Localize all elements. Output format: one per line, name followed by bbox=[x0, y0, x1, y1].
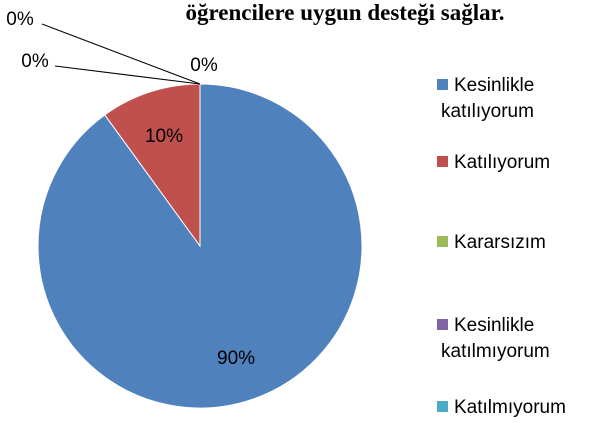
legend-label: Kesinlikle katılmıyorum bbox=[441, 315, 550, 362]
legend-swatch bbox=[437, 236, 448, 247]
legend-swatch bbox=[437, 319, 448, 330]
legend-label: Kesinlikle katılıyorum bbox=[441, 75, 540, 122]
legend-label: Katılmıyorum bbox=[454, 397, 566, 418]
data-label: 10% bbox=[145, 126, 183, 147]
data-label: 0% bbox=[6, 9, 34, 30]
data-label: 90% bbox=[217, 348, 255, 369]
pie-slice bbox=[104, 83, 201, 248]
chart-title: öğrencilere uygun desteği sağlar. bbox=[185, 0, 504, 25]
leader-line bbox=[54, 65, 201, 85]
leader-line bbox=[41, 23, 201, 85]
legend-label: Kararsızım bbox=[454, 232, 546, 253]
data-label: 0% bbox=[21, 51, 49, 72]
data-label: 0% bbox=[190, 55, 218, 76]
legend-swatch bbox=[437, 401, 448, 412]
legend-label: Katılıyorum bbox=[454, 152, 550, 173]
legend-swatch bbox=[437, 79, 448, 90]
legend-swatch bbox=[437, 156, 448, 167]
